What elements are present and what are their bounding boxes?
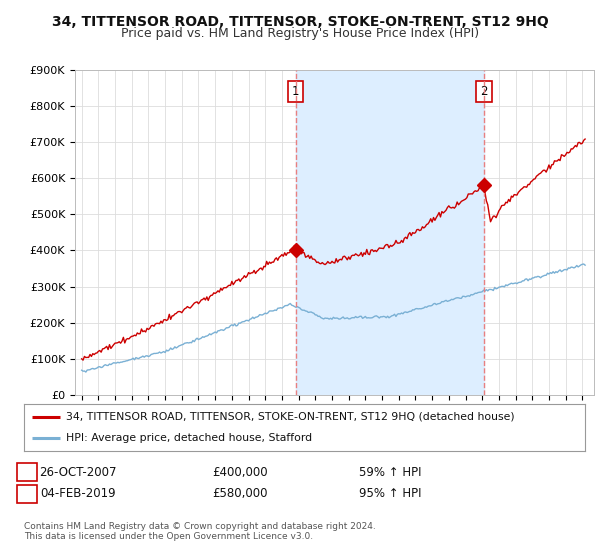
Text: 2: 2 [480,85,487,98]
Text: £580,000: £580,000 [212,487,268,501]
Text: Contains HM Land Registry data © Crown copyright and database right 2024.
This d: Contains HM Land Registry data © Crown c… [24,522,376,542]
Text: 04-FEB-2019: 04-FEB-2019 [40,487,116,501]
Text: 59% ↑ HPI: 59% ↑ HPI [359,465,421,479]
Text: HPI: Average price, detached house, Stafford: HPI: Average price, detached house, Staf… [66,433,312,444]
Text: 1: 1 [292,85,299,98]
Text: 1: 1 [23,465,31,479]
Text: Price paid vs. HM Land Registry's House Price Index (HPI): Price paid vs. HM Land Registry's House … [121,27,479,40]
Text: 26-OCT-2007: 26-OCT-2007 [39,465,117,479]
Text: 2: 2 [23,487,31,501]
Text: 95% ↑ HPI: 95% ↑ HPI [359,487,421,501]
Text: 34, TITTENSOR ROAD, TITTENSOR, STOKE-ON-TRENT, ST12 9HQ: 34, TITTENSOR ROAD, TITTENSOR, STOKE-ON-… [52,15,548,29]
Text: £400,000: £400,000 [212,465,268,479]
Text: 34, TITTENSOR ROAD, TITTENSOR, STOKE-ON-TRENT, ST12 9HQ (detached house): 34, TITTENSOR ROAD, TITTENSOR, STOKE-ON-… [66,412,515,422]
Bar [296,70,484,395]
